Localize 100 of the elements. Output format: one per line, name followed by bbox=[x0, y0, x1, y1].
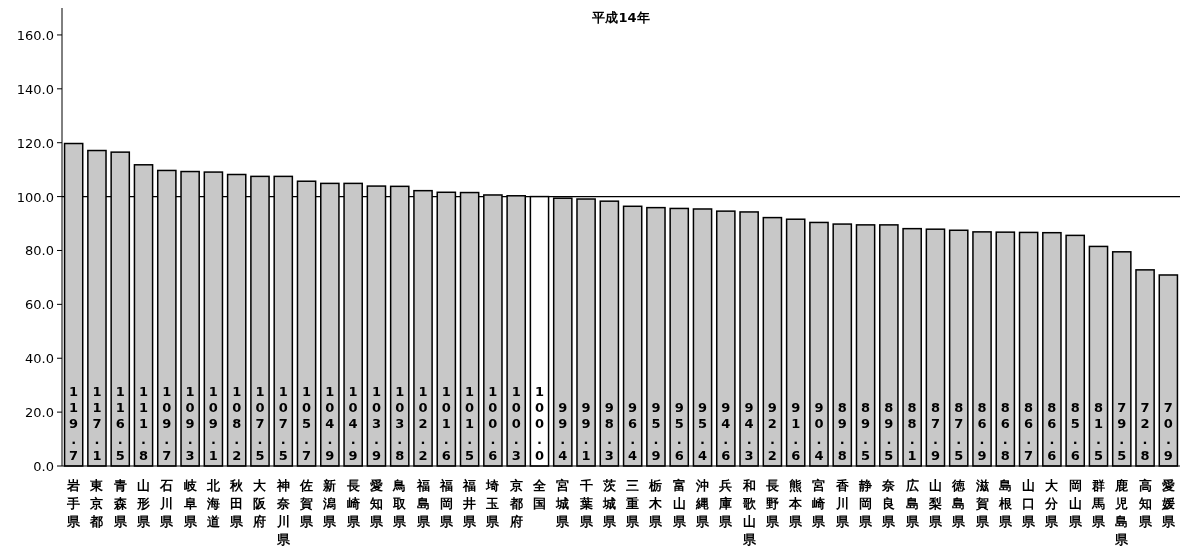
data-label: 86.7 bbox=[1024, 400, 1034, 463]
x-tick-label: 群馬県 bbox=[1090, 478, 1106, 529]
data-label: 102.2 bbox=[418, 384, 428, 463]
x-tick-label: 大分県 bbox=[1044, 478, 1060, 529]
x-tick-label: 香川県 bbox=[834, 478, 850, 529]
data-label: 70.9 bbox=[1163, 400, 1173, 463]
data-label: 109.7 bbox=[162, 384, 172, 463]
x-tick-label: 青森県 bbox=[112, 478, 128, 529]
x-tick-label: 宮崎県 bbox=[811, 478, 827, 529]
chart-title: 平成14年 bbox=[591, 10, 650, 25]
x-tick-label: 福岡県 bbox=[438, 478, 454, 529]
data-label: 86.9 bbox=[977, 400, 987, 463]
x-tick-label: 富山県 bbox=[671, 478, 687, 529]
data-label: 101.5 bbox=[465, 384, 475, 463]
x-tick-label: 全国 bbox=[531, 478, 547, 511]
x-tick-label: 長崎県 bbox=[345, 478, 361, 529]
data-label: 100.0 bbox=[534, 384, 544, 463]
x-tick-label: 千葉県 bbox=[578, 478, 594, 529]
data-label: 94.6 bbox=[721, 400, 731, 463]
data-label: 107.5 bbox=[278, 384, 288, 463]
x-tick-label: 高知県 bbox=[1137, 478, 1153, 529]
data-label: 101.6 bbox=[441, 384, 451, 463]
x-tick-label: 広島県 bbox=[904, 478, 920, 529]
data-label: 79.5 bbox=[1117, 400, 1127, 463]
x-tick-label: 愛媛県 bbox=[1160, 478, 1176, 529]
x-tick-label: 三重県 bbox=[625, 478, 641, 529]
y-tick-label: 80.0 bbox=[25, 243, 54, 259]
x-tick-label: 鳥取県 bbox=[392, 478, 408, 529]
y-tick-label: 0.0 bbox=[33, 459, 54, 474]
x-tick-label: 東京都 bbox=[89, 478, 105, 529]
x-tick-label: 宮城県 bbox=[555, 478, 571, 529]
data-label: 99.4 bbox=[558, 400, 568, 463]
x-tick-label: 佐賀県 bbox=[299, 478, 315, 529]
x-tick-label: 滋賀県 bbox=[974, 478, 990, 529]
data-label: 116.5 bbox=[115, 384, 125, 463]
data-label: 87.5 bbox=[954, 400, 964, 463]
data-label: 88.1 bbox=[907, 400, 917, 463]
data-label: 95.6 bbox=[674, 400, 684, 463]
data-label: 100.3 bbox=[511, 384, 521, 463]
x-tick-label: 山形県 bbox=[136, 478, 152, 529]
data-label: 81.5 bbox=[1093, 400, 1103, 463]
x-tick-label: 島根県 bbox=[997, 478, 1013, 529]
data-label: 89.5 bbox=[861, 400, 871, 463]
x-tick-label: 秋田県 bbox=[229, 478, 245, 529]
data-label: 86.8 bbox=[1000, 400, 1010, 463]
x-tick-label: 京都府 bbox=[508, 478, 523, 529]
data-label: 96.4 bbox=[628, 400, 638, 463]
data-label: 104.9 bbox=[348, 384, 358, 463]
x-tick-label: 岐阜県 bbox=[182, 478, 198, 529]
data-label: 89.8 bbox=[837, 400, 847, 463]
data-label: 99.1 bbox=[581, 400, 591, 463]
data-label: 100.6 bbox=[488, 384, 498, 463]
data-label: 89.5 bbox=[884, 400, 894, 463]
data-label: 104.9 bbox=[325, 384, 335, 463]
data-label: 119.7 bbox=[69, 384, 79, 463]
data-label: 103.9 bbox=[371, 384, 381, 463]
data-label: 105.7 bbox=[302, 384, 312, 463]
y-tick-label: 140.0 bbox=[16, 81, 54, 97]
x-tick-label: 栃木県 bbox=[648, 478, 664, 529]
x-tick-label: 徳島県 bbox=[951, 478, 967, 529]
x-tick-label: 兵庫県 bbox=[718, 478, 734, 529]
data-label: 92.2 bbox=[767, 400, 777, 463]
y-tick-label: 160.0 bbox=[16, 27, 54, 43]
data-label: 98.3 bbox=[604, 400, 614, 463]
x-tick-label: 新潟県 bbox=[322, 478, 338, 529]
data-label: 109.1 bbox=[208, 384, 218, 463]
y-tick-label: 40.0 bbox=[25, 351, 54, 367]
y-tick-label: 60.0 bbox=[25, 297, 54, 313]
x-tick-label: 北海道 bbox=[205, 478, 221, 529]
data-label: 85.6 bbox=[1070, 400, 1080, 463]
x-tick-label: 鹿児島県 bbox=[1114, 478, 1130, 547]
x-tick-label: 山梨県 bbox=[927, 478, 943, 529]
x-tick-label: 沖縄県 bbox=[695, 478, 711, 529]
data-label: 109.3 bbox=[185, 384, 195, 463]
x-tick-label: 大阪府 bbox=[252, 478, 268, 529]
x-tick-label: 静岡県 bbox=[858, 478, 874, 529]
y-tick-label: 20.0 bbox=[25, 405, 54, 421]
data-label: 91.6 bbox=[791, 400, 801, 463]
x-tick-label: 福井県 bbox=[462, 478, 478, 529]
y-tick-label: 100.0 bbox=[16, 189, 54, 205]
data-label: 72.8 bbox=[1140, 400, 1150, 463]
x-tick-label: 奈良県 bbox=[881, 478, 897, 529]
data-label: 90.4 bbox=[814, 400, 824, 463]
x-tick-label: 茨城県 bbox=[601, 478, 617, 529]
data-label: 94.3 bbox=[744, 400, 754, 463]
x-tick-label: 岡山県 bbox=[1067, 478, 1083, 529]
data-label: 86.6 bbox=[1047, 400, 1057, 463]
x-tick-label: 熊本県 bbox=[788, 478, 804, 529]
x-tick-label: 神奈川県 bbox=[275, 478, 291, 547]
data-label: 95.9 bbox=[651, 400, 661, 463]
data-label: 107.5 bbox=[255, 384, 265, 463]
x-tick-label: 山口県 bbox=[1021, 478, 1037, 529]
x-tick-label: 愛知県 bbox=[368, 478, 384, 529]
data-label: 111.8 bbox=[139, 384, 149, 463]
data-label: 103.8 bbox=[395, 384, 405, 463]
x-tick-label: 福島県 bbox=[415, 478, 431, 529]
data-label: 117.1 bbox=[92, 384, 102, 463]
x-tick-label: 和歌山県 bbox=[741, 478, 757, 547]
data-label: 87.9 bbox=[930, 400, 940, 463]
x-tick-label: 岩手県 bbox=[66, 478, 82, 529]
